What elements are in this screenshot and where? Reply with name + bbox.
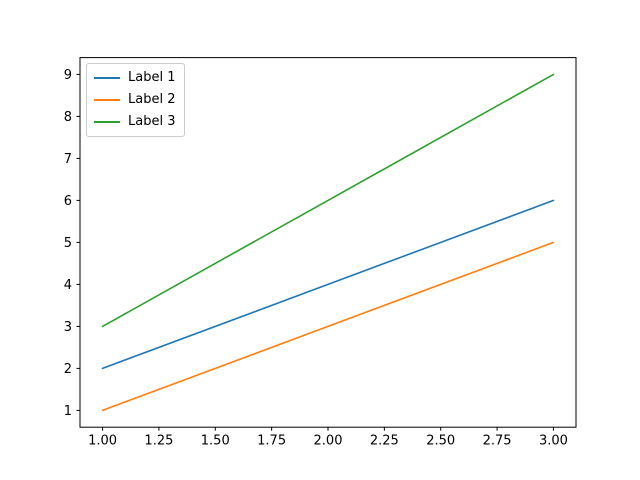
legend: Label 1 Label 2 Label 3 [86, 63, 186, 137]
x-tick-label: 1.25 [144, 434, 173, 449]
legend-label: Label 2 [128, 92, 176, 107]
series-line [101, 199, 555, 370]
y-tick-label: 6 [64, 194, 72, 209]
y-tick-label: 4 [64, 278, 72, 293]
y-tick-label: 3 [64, 320, 72, 335]
x-tick-label: 1.00 [88, 434, 117, 449]
legend-item: Label 3 [94, 113, 175, 131]
y-tick-label: 7 [64, 152, 72, 167]
x-tick-label: 2.75 [483, 434, 512, 449]
x-tick-label: 1.50 [201, 434, 230, 449]
x-tick-label: 2.25 [370, 434, 399, 449]
series-line [101, 241, 555, 412]
legend-item: Label 1 [94, 69, 175, 87]
series-line [101, 73, 555, 328]
x-tick-label: 3.00 [539, 434, 568, 449]
x-tick-label: 1.75 [257, 434, 286, 449]
y-tick-label: 2 [64, 362, 72, 377]
legend-line-swatch [94, 77, 120, 79]
legend-label: Label 1 [128, 70, 176, 85]
y-tick-label: 8 [64, 110, 72, 125]
y-tick-label: 5 [64, 236, 72, 251]
legend-label: Label 3 [128, 114, 176, 129]
legend-line-swatch [94, 99, 120, 101]
y-tick-label: 1 [64, 404, 72, 419]
x-tick-label: 2.50 [426, 434, 455, 449]
x-tick-label: 2.00 [314, 434, 343, 449]
y-tick-label: 9 [64, 68, 72, 83]
legend-line-swatch [94, 121, 120, 123]
legend-item: Label 2 [94, 91, 175, 109]
